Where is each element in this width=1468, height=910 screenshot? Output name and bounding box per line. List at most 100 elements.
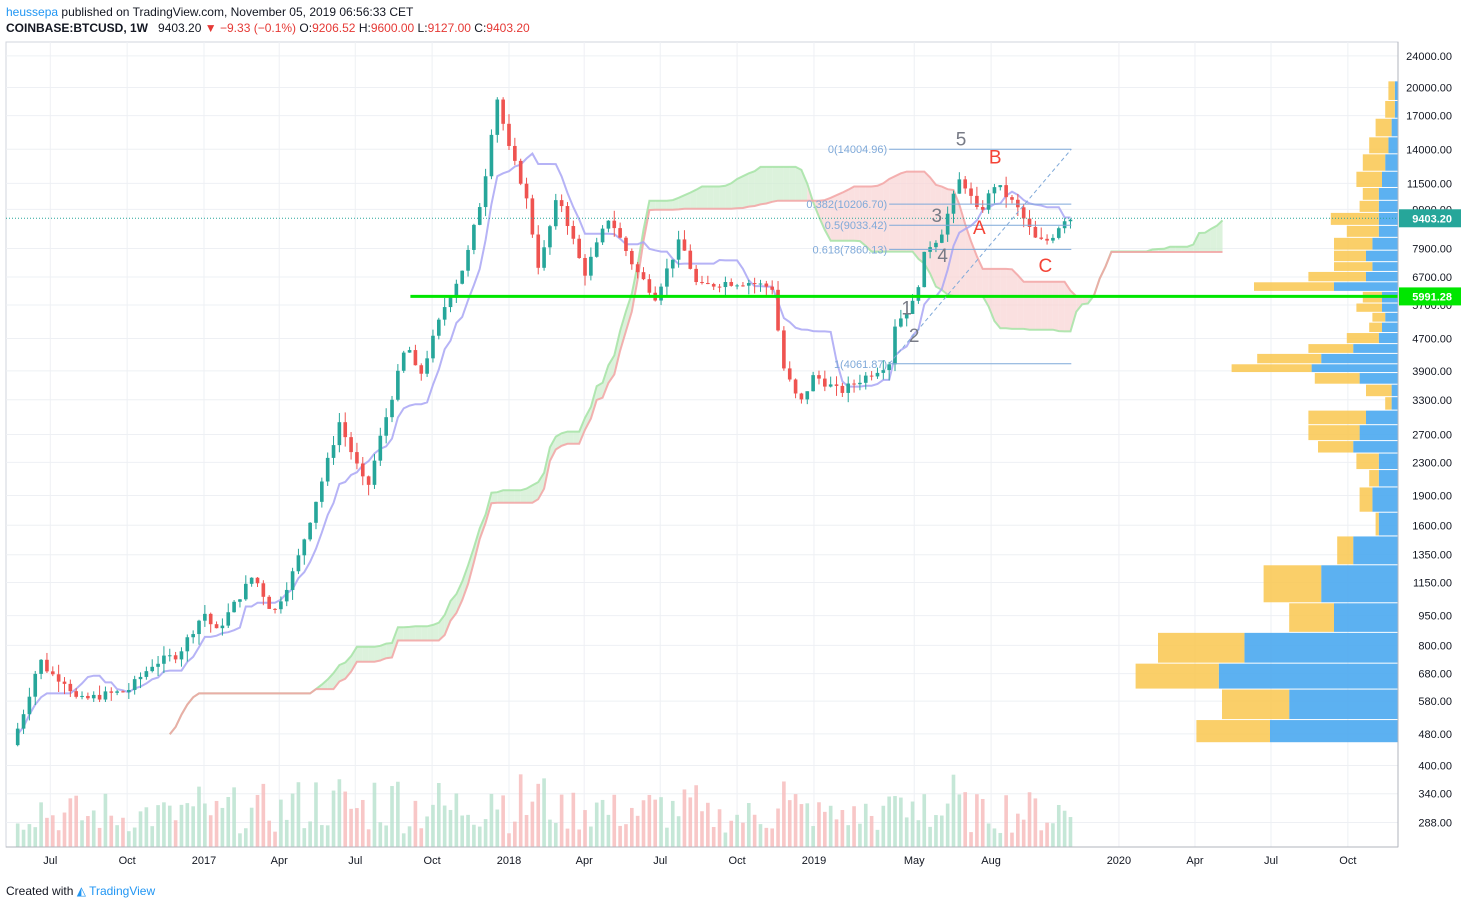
candle-body[interactable] <box>1051 237 1055 241</box>
candle-body[interactable] <box>986 193 991 210</box>
candle-body[interactable] <box>1039 237 1044 239</box>
candle-body[interactable] <box>1056 228 1061 238</box>
candle-body[interactable] <box>226 612 231 626</box>
candle-body[interactable] <box>559 200 564 207</box>
candle-body[interactable] <box>1033 226 1038 238</box>
candle-body[interactable] <box>577 238 581 258</box>
candle-body[interactable] <box>904 313 909 319</box>
candle-body[interactable] <box>589 256 593 276</box>
candle-body[interactable] <box>448 297 453 308</box>
candle-body[interactable] <box>33 673 38 697</box>
candle-body[interactable] <box>144 671 149 677</box>
candle-body[interactable] <box>460 270 465 284</box>
candle-body[interactable] <box>583 257 587 276</box>
candle-body[interactable] <box>992 187 997 194</box>
candle-body[interactable] <box>711 284 716 287</box>
candle-body[interactable] <box>840 385 845 393</box>
candle-body[interactable] <box>413 350 418 366</box>
candle-body[interactable] <box>518 160 523 184</box>
candle-body[interactable] <box>635 264 640 273</box>
candle-body[interactable] <box>477 207 482 225</box>
candle-body[interactable] <box>922 251 927 288</box>
candle-body[interactable] <box>173 655 178 660</box>
candle-body[interactable] <box>331 445 336 458</box>
candle-body[interactable] <box>21 714 26 729</box>
candle-body[interactable] <box>524 183 529 199</box>
candle-body[interactable] <box>255 577 260 584</box>
candle-body[interactable] <box>998 185 1003 188</box>
candle-body[interactable] <box>916 287 921 301</box>
candle-body[interactable] <box>513 145 517 161</box>
candle-body[interactable] <box>296 555 301 572</box>
candle-body[interactable] <box>1027 218 1032 227</box>
candle-body[interactable] <box>384 417 388 436</box>
candle-body[interactable] <box>676 239 681 260</box>
candle-body[interactable] <box>793 379 798 394</box>
candle-body[interactable] <box>1021 207 1026 219</box>
candle-body[interactable] <box>869 375 874 377</box>
candle-body[interactable] <box>396 370 400 400</box>
candle-body[interactable] <box>548 226 552 248</box>
candle-body[interactable] <box>466 249 470 271</box>
candle-body[interactable] <box>349 437 353 453</box>
candle-body[interactable] <box>782 330 786 369</box>
candle-body[interactable] <box>302 539 307 556</box>
candle-body[interactable] <box>121 691 125 693</box>
candle-body[interactable] <box>858 382 862 385</box>
candles[interactable] <box>15 97 1073 747</box>
candle-body[interactable] <box>372 460 377 485</box>
candle-body[interactable] <box>553 200 558 227</box>
candle-body[interactable] <box>45 659 49 672</box>
candle-body[interactable] <box>670 259 675 269</box>
candle-body[interactable] <box>746 283 751 286</box>
candle-body[interactable] <box>682 239 687 251</box>
candle-body[interactable] <box>565 206 570 227</box>
candle-body[interactable] <box>811 375 815 392</box>
candle-body[interactable] <box>641 272 646 280</box>
candle-body[interactable] <box>887 364 891 371</box>
time-axis[interactable]: Jul Oct 2017 Apr Jul Oct 2018 Apr Jul Oct 2019 May A… <box>6 846 1398 867</box>
tradingview-brand[interactable]: TradingView <box>89 884 156 898</box>
candle-body[interactable] <box>875 372 880 377</box>
candle-body[interactable] <box>612 220 617 229</box>
candle-body[interactable] <box>220 625 225 629</box>
candle-body[interactable] <box>290 571 295 590</box>
candle-body[interactable] <box>249 577 254 584</box>
candle-body[interactable] <box>132 679 137 690</box>
candle-body[interactable] <box>80 695 84 697</box>
candle-body[interactable] <box>179 651 184 660</box>
candle-body[interactable] <box>647 279 652 293</box>
candle-body[interactable] <box>571 226 576 239</box>
candle-body[interactable] <box>442 307 447 320</box>
candle-body[interactable] <box>881 370 886 373</box>
candle-body[interactable] <box>893 326 897 365</box>
candle-body[interactable] <box>483 176 488 208</box>
candle-body[interactable] <box>939 234 944 243</box>
candle-body[interactable] <box>706 282 710 285</box>
candle-body[interactable] <box>308 522 312 540</box>
candle-body[interactable] <box>185 637 190 652</box>
candle-body[interactable] <box>401 352 406 371</box>
candle-body[interactable] <box>407 350 412 353</box>
candle-body[interactable] <box>665 268 669 287</box>
candle-body[interactable] <box>232 601 236 613</box>
tradingview-logo-icon[interactable]: ◭ <box>76 884 86 898</box>
candle-body[interactable] <box>536 234 541 268</box>
candle-body[interactable] <box>618 228 622 238</box>
candle-body[interactable] <box>343 422 348 438</box>
candle-body[interactable] <box>50 671 55 675</box>
candle-body[interactable] <box>15 728 20 746</box>
candle-body[interactable] <box>688 250 693 269</box>
candle-body[interactable] <box>68 683 73 692</box>
candle-body[interactable] <box>799 393 804 400</box>
candle-body[interactable] <box>787 368 792 380</box>
candle-body[interactable] <box>770 286 774 290</box>
candle-body[interactable] <box>659 286 663 301</box>
candle-body[interactable] <box>279 601 283 610</box>
candle-body[interactable] <box>489 134 494 177</box>
candle-body[interactable] <box>1004 185 1008 198</box>
candle-body[interactable] <box>805 391 810 400</box>
candle-body[interactable] <box>162 655 166 664</box>
candle-body[interactable] <box>472 224 476 250</box>
